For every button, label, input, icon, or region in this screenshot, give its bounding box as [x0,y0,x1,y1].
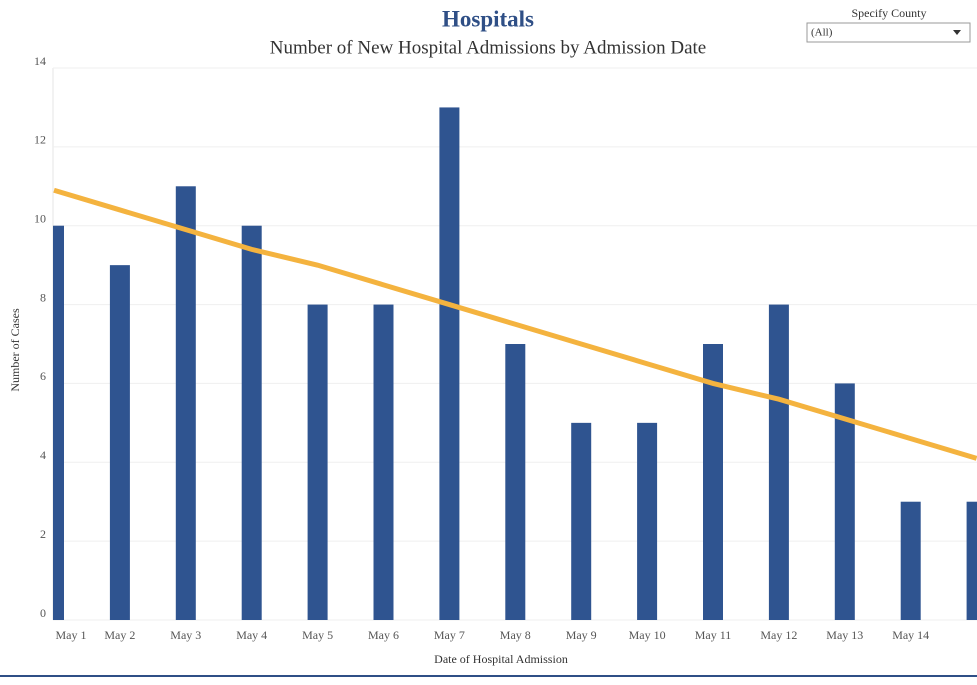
x-tick-label: May 10 [629,628,666,642]
bar [834,383,855,620]
bar [241,225,262,620]
y-tick-label: 8 [40,290,46,304]
bar [505,344,526,620]
bar [439,107,460,620]
x-tick-label: May 6 [368,628,399,642]
x-tick-label: May 12 [760,628,797,642]
x-tick-label: May 13 [826,628,863,642]
x-tick-label: May 7 [434,628,465,642]
x-tick-label: May 4 [236,628,267,642]
bar [966,501,977,620]
dropdown-box[interactable] [806,22,971,43]
y-tick-label: 6 [40,369,46,383]
x-tick-label: May 14 [892,628,929,642]
dropdown-value[interactable]: (All) [811,27,833,39]
x-axis-label: Date of Hospital Admission [434,652,568,666]
y-tick-label: 2 [40,527,46,541]
x-tick-label: May 1 [56,628,87,642]
y-tick-label: 4 [40,448,46,462]
bar [307,304,328,620]
x-tick-label: May 5 [302,628,333,642]
bar [900,501,921,620]
chart-subtitle: Number of New Hospital Admissions by Adm… [270,37,706,58]
chart-title: Hospitals [442,6,534,31]
y-tick-label: 10 [34,211,46,225]
x-tick-label: May 3 [170,628,201,642]
y-tick-label: 0 [40,606,46,620]
bar [637,422,658,620]
x-tick-label: May 11 [695,628,732,642]
y-tick-label: 14 [34,54,46,68]
bar [53,225,64,620]
bar [571,422,592,620]
trend-line [53,187,977,461]
filter-label: Specify County [852,6,927,20]
bar [109,265,130,620]
y-tick-label: 12 [34,133,46,147]
bar [373,304,394,620]
bar [703,344,723,620]
x-tick-label: May 8 [500,628,531,642]
bar [175,186,196,621]
x-tick-label: May 9 [566,628,597,642]
dropdown-arrow[interactable] [953,30,961,35]
y-axis-label: Number of Cases [8,308,22,392]
county-dropdown[interactable]: (All) [806,22,971,43]
bar [768,304,789,620]
x-tick-label: May 2 [104,628,135,642]
plot-area [53,107,977,621]
